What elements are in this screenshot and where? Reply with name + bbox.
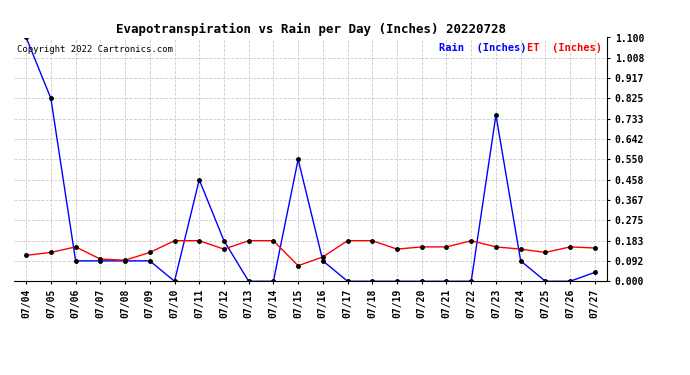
ET  (Inches)	[170, 238, 179, 243]
ET  (Inches)	[72, 244, 80, 249]
Text: Copyright 2022 Cartronics.com: Copyright 2022 Cartronics.com	[17, 45, 172, 54]
ET  (Inches)	[566, 244, 574, 249]
Rain  (Inches)	[393, 279, 401, 284]
Rain  (Inches)	[319, 259, 327, 263]
ET  (Inches)	[146, 250, 154, 255]
Rain  (Inches)	[121, 259, 129, 263]
Rain  (Inches)	[294, 157, 302, 162]
Rain  (Inches)	[22, 35, 30, 40]
ET  (Inches)	[344, 238, 352, 243]
ET  (Inches)	[467, 238, 475, 243]
ET  (Inches)	[47, 250, 55, 255]
Rain  (Inches)	[72, 259, 80, 263]
Line: Rain  (Inches): Rain (Inches)	[24, 36, 597, 283]
ET  (Inches)	[492, 244, 500, 249]
ET  (Inches)	[244, 238, 253, 243]
ET  (Inches)	[541, 250, 549, 255]
Rain  (Inches)	[517, 259, 525, 263]
Rain  (Inches)	[344, 279, 352, 284]
Rain  (Inches)	[368, 279, 377, 284]
Rain  (Inches)	[591, 270, 599, 274]
ET  (Inches)	[319, 255, 327, 259]
ET  (Inches)	[417, 244, 426, 249]
Rain  (Inches)	[417, 279, 426, 284]
Rain  (Inches)	[566, 279, 574, 284]
ET  (Inches)	[96, 257, 104, 261]
Title: Evapotranspiration vs Rain per Day (Inches) 20220728: Evapotranspiration vs Rain per Day (Inch…	[115, 23, 506, 36]
ET  (Inches)	[442, 244, 451, 249]
ET  (Inches)	[22, 253, 30, 258]
Rain  (Inches)	[195, 177, 204, 182]
ET  (Inches)	[517, 247, 525, 251]
ET  (Inches)	[121, 258, 129, 262]
Rain  (Inches)	[244, 279, 253, 284]
Rain  (Inches)	[492, 113, 500, 117]
ET  (Inches)	[294, 264, 302, 268]
Legend: Rain  (Inches), ET  (Inches): Rain (Inches), ET (Inches)	[440, 43, 602, 53]
Line: ET  (Inches): ET (Inches)	[24, 239, 597, 267]
ET  (Inches)	[591, 246, 599, 250]
ET  (Inches)	[195, 238, 204, 243]
ET  (Inches)	[220, 247, 228, 251]
Rain  (Inches)	[269, 279, 277, 284]
ET  (Inches)	[393, 247, 401, 251]
Rain  (Inches)	[170, 279, 179, 284]
Rain  (Inches)	[96, 259, 104, 263]
Rain  (Inches)	[541, 279, 549, 284]
Rain  (Inches)	[47, 96, 55, 101]
ET  (Inches)	[269, 238, 277, 243]
Rain  (Inches)	[146, 259, 154, 263]
ET  (Inches)	[368, 238, 377, 243]
Rain  (Inches)	[467, 279, 475, 284]
Rain  (Inches)	[220, 238, 228, 243]
Rain  (Inches)	[442, 279, 451, 284]
